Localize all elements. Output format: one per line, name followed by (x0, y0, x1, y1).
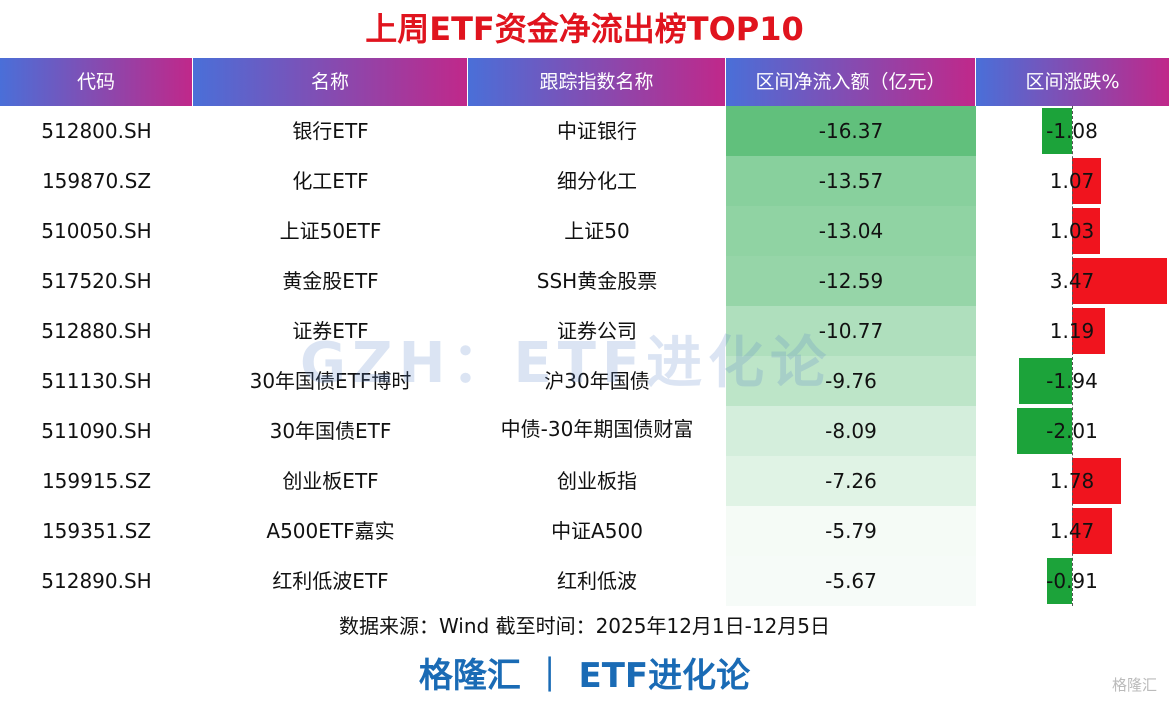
logo: 格隆汇 (1111, 676, 1157, 694)
flow-shade (726, 556, 976, 606)
change-bar (1016, 408, 1072, 454)
table-cell: 511130.SH (41, 369, 152, 393)
table-cell: 中证A500 (551, 519, 643, 543)
table-cell: 沪30年国债 (544, 369, 650, 393)
flow-shade (726, 456, 976, 506)
flow-shade (726, 156, 976, 206)
flow-shade (726, 506, 976, 556)
table-cell: 1.07 (1049, 169, 1095, 193)
table-cell: 红利低波ETF (272, 569, 389, 593)
flow-shade (726, 406, 976, 456)
table-cell: 512880.SH (41, 319, 152, 343)
header-cell: 区间净流入额（亿元） (726, 58, 975, 106)
table-cell: 1.19 (1049, 319, 1095, 343)
table-cell: -1.94 (1046, 369, 1098, 393)
flow-shade (726, 306, 976, 356)
header-cell: 代码 (0, 58, 192, 106)
table-cell: SSH黄金股票 (536, 269, 658, 293)
flow-shade (726, 206, 976, 256)
table-cell: 1.78 (1049, 469, 1095, 493)
table-cell: 银行ETF (292, 119, 369, 143)
table-cell: 3.47 (1049, 269, 1095, 293)
table-cell: 1.47 (1049, 519, 1095, 543)
change-bar (1047, 558, 1072, 604)
change-bar (1072, 258, 1167, 304)
table-cell: 30年国债ETF (269, 419, 392, 443)
table-cell: 510050.SH (41, 219, 152, 243)
header-cell: 跟踪指数名称 (468, 58, 725, 106)
table-cell: 中证银行 (557, 119, 637, 143)
table-cell: -1.08 (1046, 119, 1098, 143)
table-cell: 红利低波 (557, 569, 637, 593)
table-cell: -9.76 (825, 369, 877, 393)
table-cell: -10.77 (818, 319, 884, 343)
flow-shade (726, 256, 976, 306)
change-bar (1018, 358, 1072, 404)
table-cell: 黄金股ETF (282, 269, 379, 293)
table-cell: 512890.SH (41, 569, 152, 593)
table-cell: 创业板指 (557, 469, 637, 493)
table-cell: 517520.SH (41, 269, 152, 293)
table-cell: 细分化工 (557, 169, 637, 193)
table-cell: 上证50ETF (279, 219, 382, 243)
source: 数据来源：Wind 截至时间：2025年12月1日-12月5日 (338, 614, 831, 638)
change-bar (1072, 308, 1105, 354)
table-cell: 中债-30年期国债财富 (500, 417, 694, 441)
change-bar (1072, 158, 1102, 204)
change-bar (1072, 208, 1101, 254)
table-cell: 上证50 (564, 219, 630, 243)
table-cell: -13.04 (818, 219, 884, 243)
table-cell: 159915.SZ (41, 469, 152, 493)
table-cell: 证券ETF (292, 319, 369, 343)
table-cell: -5.79 (825, 519, 877, 543)
table-cell: 512800.SH (41, 119, 152, 143)
table-cell: A500ETF嘉实 (266, 519, 395, 543)
table-cell: -13.57 (818, 169, 884, 193)
change-bar (1042, 108, 1072, 154)
change-bar (1072, 508, 1113, 554)
change-bar (1072, 458, 1121, 504)
header-cell: 名称 (193, 58, 467, 106)
header-cell: 区间涨跌% (976, 58, 1169, 106)
table-cell: 创业板ETF (282, 469, 379, 493)
table-cell: 1.03 (1049, 219, 1095, 243)
title: 上周ETF资金净流出榜TOP10 (365, 10, 804, 48)
table-cell: 159351.SZ (41, 519, 152, 543)
table-cell: -16.37 (818, 119, 884, 143)
watermark: GZH：ETF进化论 (300, 331, 833, 396)
table-cell: -0.91 (1046, 569, 1098, 593)
flow-shade (726, 356, 976, 406)
brand: 格隆汇 ｜ ETF进化论 (418, 656, 751, 696)
table-cell: -5.67 (825, 569, 877, 593)
table-cell: -8.09 (825, 419, 877, 443)
table-cell: 化工ETF (292, 169, 369, 193)
table-cell: -7.26 (825, 469, 877, 493)
table-cell: 证券公司 (557, 319, 637, 343)
table-cell: -12.59 (818, 269, 884, 293)
table-cell: 511090.SH (41, 419, 152, 443)
table-cell: 30年国债ETF博时 (249, 369, 412, 393)
axis-line (1072, 106, 1073, 606)
table-cell: -2.01 (1046, 419, 1098, 443)
flow-shade (726, 106, 976, 156)
table-cell: 159870.SZ (41, 169, 152, 193)
